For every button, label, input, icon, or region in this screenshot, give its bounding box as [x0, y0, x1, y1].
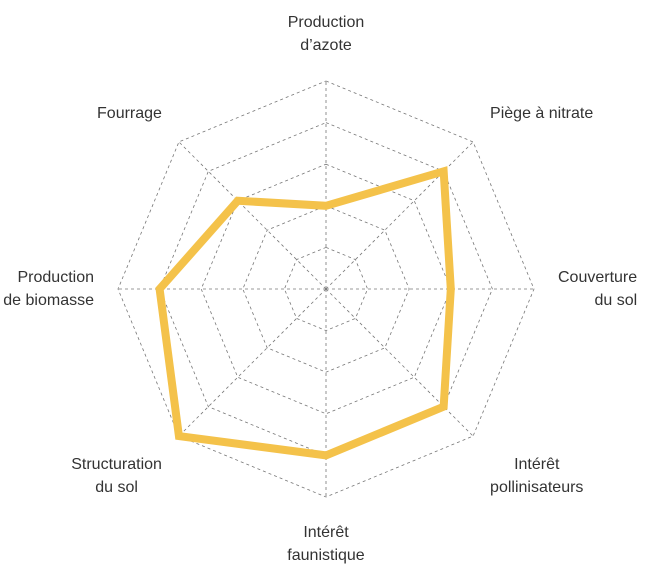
grid-ring	[242, 205, 410, 373]
axis-label: Couverture du sol	[558, 269, 638, 309]
spoke	[325, 288, 474, 437]
spoke	[178, 141, 327, 290]
grid-ring	[283, 246, 369, 332]
grid-ring	[200, 163, 452, 415]
spoke	[325, 141, 474, 290]
data-line	[155, 166, 455, 460]
grid-ring	[117, 80, 535, 498]
axis-label: Production d’azote	[287, 14, 365, 54]
axis-label: Piège à nitrate	[490, 104, 594, 122]
axis-label: Fourrage	[97, 104, 162, 122]
spoke	[178, 288, 327, 437]
axis-label: Structuration du sol	[71, 456, 162, 497]
grid-ring	[159, 122, 493, 456]
axis-label: Production de biomasse	[3, 269, 94, 309]
axis-label: Intérêt faunistique	[287, 524, 365, 564]
axis-label: Intérêt pollinisateurs	[490, 456, 584, 497]
